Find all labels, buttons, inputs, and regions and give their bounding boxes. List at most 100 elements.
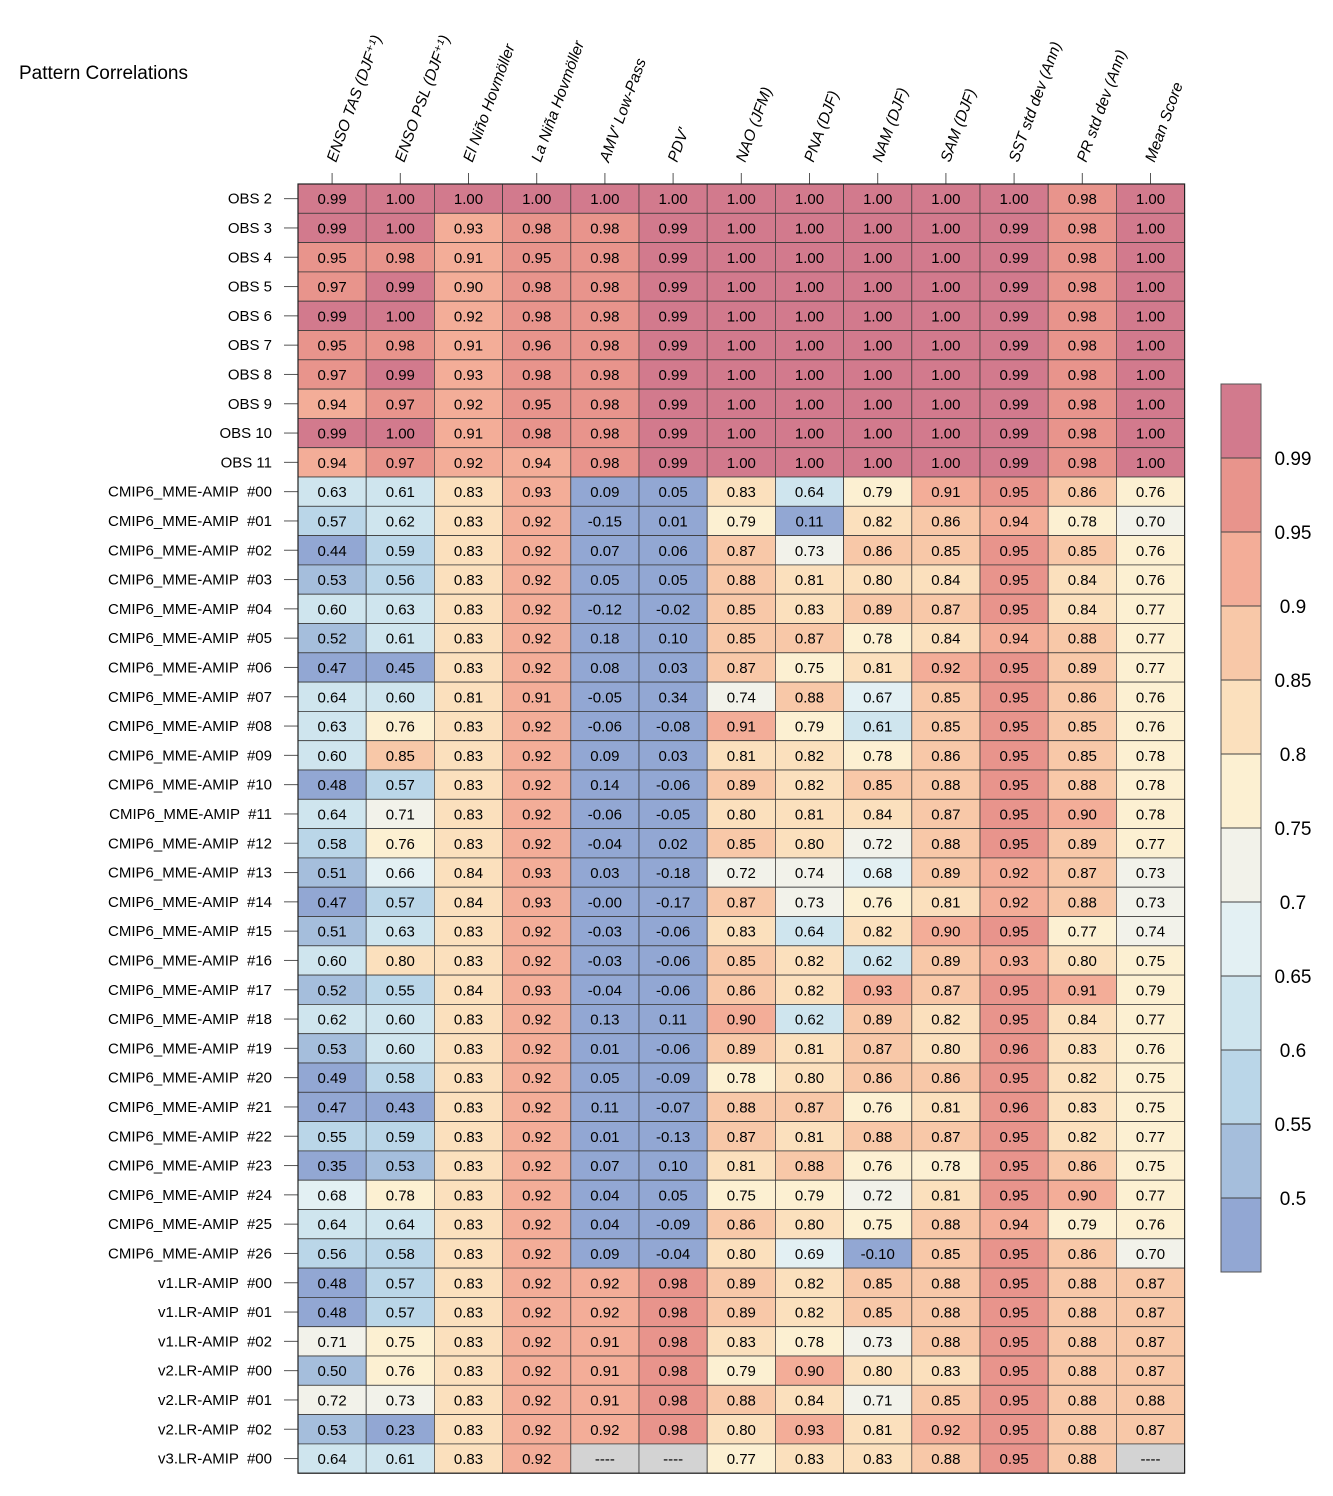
cell-value: 1.00 (1136, 367, 1165, 384)
heatmap-cell (1047, 1179, 1117, 1210)
heatmap-cell (1047, 1355, 1117, 1386)
heatmap-cell (638, 828, 708, 859)
heatmap-cell (706, 711, 776, 742)
cell-value: 0.98 (590, 220, 619, 237)
cell-value: 0.92 (454, 308, 483, 325)
colorbar-swatch (1221, 1050, 1261, 1124)
colorbar-swatch (1221, 902, 1261, 976)
cell-value: 0.86 (863, 543, 892, 560)
heatmap-cell (638, 505, 708, 536)
heatmap-cell (1116, 330, 1186, 361)
heatmap-cell (979, 1150, 1049, 1181)
heatmap-cell (775, 798, 845, 829)
heatmap-cell (843, 388, 913, 419)
heatmap-cell (843, 1443, 913, 1474)
cell-value: 0.61 (386, 631, 415, 648)
cell-value: 0.89 (727, 1305, 756, 1322)
cell-value: 0.76 (1136, 484, 1165, 501)
heatmap-cell (775, 1238, 845, 1269)
row-label: CMIP6_MME-AMIP #03 (108, 572, 272, 589)
heatmap-cell (1116, 1297, 1186, 1328)
heatmap-cell (843, 300, 913, 331)
cell-value: 0.88 (931, 836, 960, 853)
column-label: El Niño Hovmöller (460, 41, 519, 164)
cell-value: 1.00 (863, 367, 892, 384)
cell-value: 0.88 (931, 1217, 960, 1234)
cell-value: 0.83 (454, 1041, 483, 1058)
cell-value: 0.09 (590, 748, 619, 765)
heatmap-cell (1047, 300, 1117, 331)
cell-value: 0.95 (999, 1305, 1028, 1322)
row-label: CMIP6_MME-AMIP #18 (108, 1011, 272, 1028)
heatmap-cell (775, 300, 845, 331)
cell-value: 0.92 (522, 836, 551, 853)
cell-value: 0.76 (1136, 1217, 1165, 1234)
heatmap-cell (843, 476, 913, 507)
cell-value: 1.00 (863, 220, 892, 237)
heatmap-cell (843, 330, 913, 361)
heatmap-cell (843, 417, 913, 449)
row-label: OBS 8 (228, 366, 272, 383)
cell-value: 0.62 (863, 953, 892, 970)
heatmap-cell (775, 388, 845, 419)
heatmap-cell (570, 857, 640, 888)
heatmap-cell (365, 1179, 435, 1210)
heatmap-cell (1047, 1004, 1117, 1035)
cell-value: 0.88 (1068, 894, 1097, 911)
cell-value: -0.06 (588, 806, 622, 823)
heatmap-cell (1047, 798, 1117, 829)
heatmap-cell (1047, 476, 1117, 507)
colorbar-label: 0.9 (1280, 597, 1306, 618)
cell-value: 0.83 (454, 953, 483, 970)
heatmap-cell (433, 212, 503, 244)
heatmap-cell (1047, 359, 1117, 390)
heatmap-cell (979, 476, 1049, 507)
heatmap-cell (843, 623, 913, 654)
cell-value: 0.83 (454, 1158, 483, 1175)
cell-value: 0.80 (795, 1217, 824, 1234)
cell-value: 0.64 (386, 1217, 415, 1234)
cell-value: 0.92 (999, 894, 1028, 911)
heatmap-cell (502, 740, 572, 771)
cell-value: -0.03 (588, 924, 622, 941)
column-label: SAM (DJF) (938, 87, 980, 165)
cell-value: 0.77 (1136, 1187, 1165, 1204)
heatmap-cell (911, 828, 981, 859)
heatmap-cell (979, 1091, 1049, 1123)
heatmap-cell (775, 1121, 845, 1152)
cell-value: 0.88 (863, 1129, 892, 1146)
cell-value: 0.92 (522, 953, 551, 970)
cell-value: 0.85 (863, 777, 892, 794)
heatmap-cell (911, 681, 981, 712)
row-label: CMIP6_MME-AMIP #19 (108, 1040, 272, 1057)
cell-value: 0.99 (658, 279, 687, 296)
heatmap-cell (638, 417, 708, 449)
heatmap-cell (638, 476, 708, 507)
cell-value: 0.87 (1136, 1334, 1165, 1351)
row-label: CMIP6_MME-AMIP #08 (108, 718, 272, 735)
cell-value: 0.83 (454, 484, 483, 501)
cell-value: 0.89 (1068, 836, 1097, 853)
heatmap-cell (775, 886, 845, 917)
cell-value: 0.93 (522, 865, 551, 882)
cell-value: 0.94 (999, 631, 1028, 648)
cell-value: 0.60 (317, 953, 346, 970)
cell-value: 0.67 (863, 689, 892, 706)
heatmap-cell (1047, 1033, 1117, 1064)
heatmap-cell (843, 447, 913, 478)
row-label: v1.LR-AMIP #00 (158, 1275, 272, 1292)
cell-value: 0.99 (658, 455, 687, 472)
cell-value: -0.12 (588, 601, 622, 618)
cell-value: 0.57 (317, 513, 346, 530)
cell-value: 0.83 (727, 924, 756, 941)
cell-value: 0.85 (931, 1392, 960, 1409)
cell-value: 0.92 (522, 1275, 551, 1292)
cell-value: 0.48 (317, 1305, 346, 1322)
cell-value: 0.85 (931, 719, 960, 736)
cell-value: 0.80 (931, 1041, 960, 1058)
heatmap-cell (979, 828, 1049, 859)
heatmap-cell (979, 681, 1049, 712)
cell-value: 0.95 (999, 484, 1028, 501)
cell-value: 0.94 (317, 396, 346, 413)
cell-value: 0.88 (931, 1275, 960, 1292)
